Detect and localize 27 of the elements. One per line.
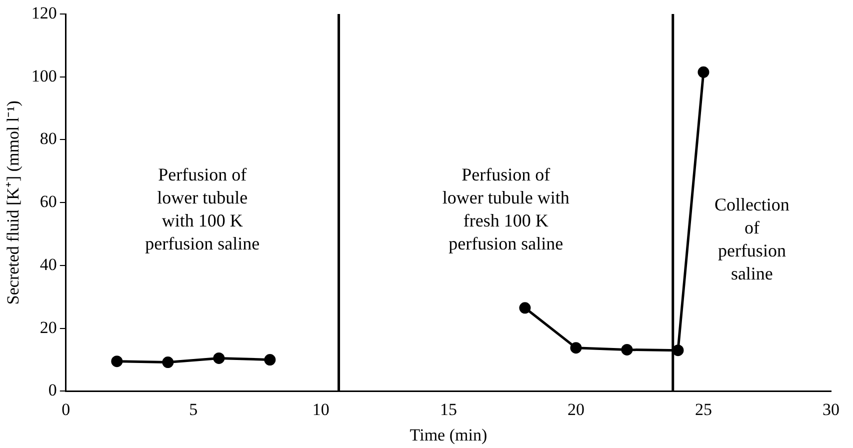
x-tick-label: 10 [312,400,330,419]
y-tick-label: 60 [40,192,57,212]
point [698,66,710,78]
x-tick-label: 15 [440,400,457,419]
point [162,356,174,368]
x-tick-label: 5 [189,400,198,419]
y-tick-label: 0 [48,380,57,400]
y-tick-label: 40 [40,254,57,274]
point [264,354,276,366]
x-tick-label: 30 [822,400,840,419]
x-axis-title: Time (min) [410,425,488,444]
point [519,302,531,314]
y-tick-label: 100 [31,66,57,86]
point [621,344,633,356]
x-tick-label: 0 [62,400,70,419]
y-tick-label: 120 [31,3,57,22]
x-tick-label: 25 [694,400,712,419]
y-axis-title: Secreted fluid [K⁺] (mmol l⁻¹) [4,100,23,305]
y-tick-label: 80 [40,129,57,148]
x-tick-label: 20 [567,400,584,419]
point [111,356,123,368]
annotation: Collection of perfusion saline [714,194,790,284]
y-tick-label: 20 [40,318,57,337]
annotation: Perfusion of lower tubule with 100 K perfusion saline [145,164,260,254]
point [213,352,225,364]
annotation: Perfusion of lower tubule with fresh 100 K perfusion saline [442,164,570,254]
point [570,342,582,354]
